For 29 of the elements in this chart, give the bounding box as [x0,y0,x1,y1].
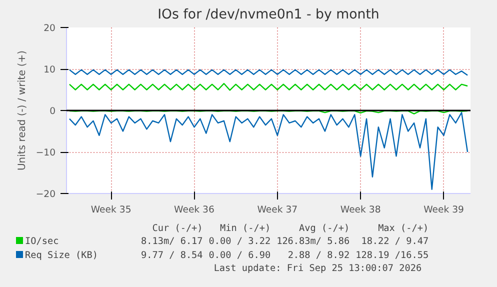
y-tick-label: 10 [44,64,56,76]
text: 128.19 /16.55 [354,249,430,263]
text: Max (-/+) [377,223,430,235]
x-tick-label: Week 39 [424,204,464,216]
text: Min (-/+) [219,223,272,235]
text: Last update: Fri Sep 25 13:00:07 2026 [212,263,423,275]
text: 0.00 / 6.90 [208,249,272,263]
legend-label: Req Size (KB) [24,249,100,263]
x-tick-label: Week 37 [257,204,298,216]
line-series [68,112,468,190]
line-series [68,82,468,91]
y-tick-label: 20 [44,23,56,34]
text: 18.22 / 9.47 [360,235,430,249]
y-tick-label: −10 [36,148,56,158]
chart-title: IOs for /dev/nvme0n1 - by month [158,8,380,22]
y-tick-label: 0 [50,106,56,117]
text: 9.77 / 8.54 [140,249,204,263]
text: 8.13m/ 6.17 [140,235,204,249]
legend-label: IO/sec [24,235,60,249]
text: 126.83m/ 5.86 [276,235,351,249]
text: 2.88 / 8.92 [286,249,351,263]
x-tick-label: Week 38 [340,204,381,216]
x-tick-label: Week 36 [174,204,214,216]
text: Cur (-/+) [151,223,204,235]
x-tick-label: Week 35 [90,204,132,216]
text: 0.00 / 3.22 [208,235,272,249]
y-tick-label: −20 [36,189,56,200]
text: Avg (-/+) [298,223,351,235]
y-axis-title: Units read (-) / write (+) [16,50,28,171]
